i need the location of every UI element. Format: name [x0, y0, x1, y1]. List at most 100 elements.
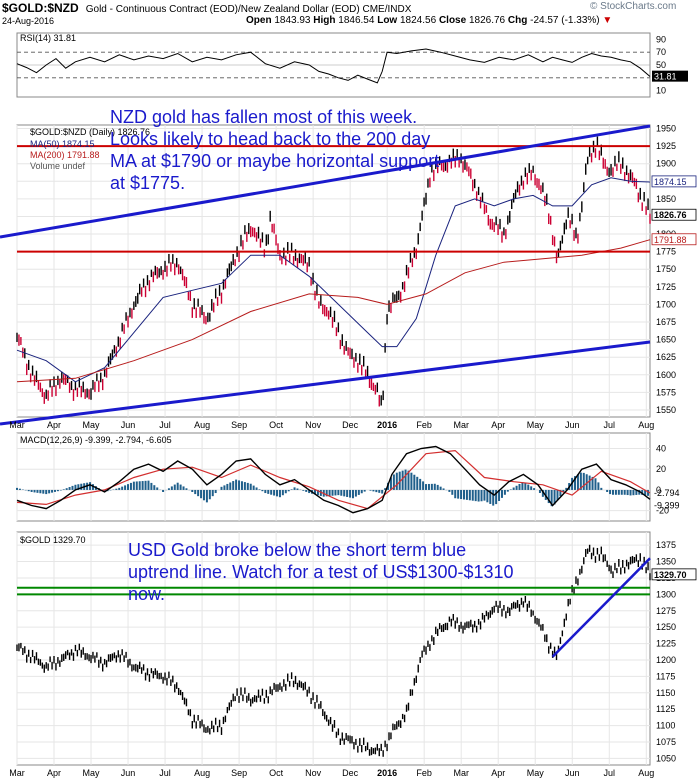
- rsi-tick-label: 10: [656, 86, 666, 96]
- x-axis-label: Jun: [121, 420, 136, 430]
- nzd-tick-label: 1675: [656, 317, 676, 327]
- usd-tick-label: 1075: [656, 737, 676, 747]
- ma50-legend: MA(50) 1874.15: [30, 139, 95, 149]
- nzd-tick-label: 1650: [656, 335, 676, 345]
- nzd-tick-label: 1700: [656, 299, 676, 309]
- x-axis-label: Aug: [194, 420, 210, 430]
- x-axis-label-bottom: Dec: [342, 768, 359, 778]
- nzd-panel-frame: [16, 124, 651, 418]
- nzd-annotation-line: MA at $1790 or maybe horizontal support: [110, 151, 439, 171]
- nzd-last-tag: [651, 233, 697, 246]
- nzd-legend-symbol: $GOLD:$NZD (Daily) 1826.76: [30, 127, 150, 137]
- nzd-last-label: 1874.15: [654, 177, 687, 187]
- rsi-last-tag: [652, 70, 688, 82]
- signal-last-label: -9.399: [654, 501, 680, 511]
- x-axis-label-bottom: Aug: [194, 768, 210, 778]
- usd-tick-label: 1300: [656, 589, 676, 599]
- macd-tick-label: 20: [656, 464, 666, 474]
- usd-tick-label: 1050: [656, 753, 676, 763]
- x-axis-label: Oct: [269, 420, 284, 430]
- nzd-tick-label: 1750: [656, 264, 676, 274]
- macd-signal-line: [16, 449, 651, 510]
- watermark: © StockCharts.com: [590, 1, 677, 12]
- upper-trend-line: [0, 124, 651, 239]
- volume-legend: Volume undef: [30, 161, 86, 171]
- x-axis-label: Dec: [342, 420, 359, 430]
- rsi-tick-label: 50: [656, 60, 666, 70]
- open-value: 1843.93: [274, 15, 311, 26]
- usd-tick-label: 1125: [656, 704, 675, 714]
- chg-label: Chg: [507, 15, 528, 26]
- chg-value: -24.57 (-1.33%): [530, 15, 600, 26]
- rsi-last-label: 31.81: [654, 72, 677, 82]
- usd-tick-label: 1250: [656, 622, 676, 632]
- macd-tick-label: 40: [656, 444, 666, 454]
- x-axis-label: Sep: [231, 420, 247, 430]
- ma200-legend: MA(200) 1791.88: [30, 150, 100, 160]
- date-label: 24-Aug-2016: [2, 16, 55, 26]
- x-axis-label-bottom: Sep: [231, 768, 247, 778]
- nzd-tick-label: 1900: [656, 159, 676, 169]
- usd-annotation-line: now.: [128, 584, 165, 604]
- x-axis-label: Feb: [416, 420, 432, 430]
- x-axis-label: Nov: [305, 420, 322, 430]
- low-value: 1824.56: [400, 15, 437, 26]
- macd-tick-label: 0: [656, 485, 661, 495]
- high-value: 1846.54: [338, 15, 375, 26]
- x-axis-label: Apr: [491, 420, 505, 430]
- macd-panel-frame: [16, 432, 651, 522]
- x-axis-label: Jun: [565, 420, 580, 430]
- x-axis-label: Mar: [9, 420, 25, 430]
- lower-trend-line: [0, 340, 651, 426]
- x-axis-label-bottom: May: [83, 768, 101, 778]
- nzd-annotation-line: Looks likely to head back to the 200 day: [110, 129, 430, 149]
- symbol-description: Gold - Continuous Contract (EOD)/New Zea…: [85, 4, 412, 15]
- down-arrow-icon: ▼: [602, 15, 613, 26]
- x-axis-label: May: [527, 420, 545, 430]
- usd-tick-label: 1350: [656, 557, 676, 567]
- nzd-tick-label: 1950: [656, 124, 676, 134]
- usd-uptrend-line: [551, 557, 651, 658]
- usd-tick-label: 1200: [656, 655, 676, 665]
- x-axis-label-bottom: Apr: [491, 768, 505, 778]
- x-axis-label: Apr: [47, 420, 61, 430]
- high-label: High: [313, 15, 336, 26]
- nzd-last-label: 1826.76: [654, 210, 687, 220]
- x-axis-label-bottom: 2016: [377, 768, 397, 778]
- nzd-annotation-line: at $1775.: [110, 173, 185, 193]
- x-axis-label-bottom: Apr: [47, 768, 61, 778]
- nzd-tick-label: 1550: [656, 405, 676, 415]
- usd-tick-label: 1100: [656, 721, 675, 731]
- x-axis-label-bottom: Oct: [269, 768, 284, 778]
- x-axis-label-bottom: May: [527, 768, 545, 778]
- macd-line: [16, 445, 651, 514]
- nzd-tick-label: 1600: [656, 370, 676, 380]
- usd-panel-frame: [16, 531, 651, 766]
- x-axis-label-bottom: Jun: [121, 768, 136, 778]
- x-axis-label-bottom: Jun: [565, 768, 580, 778]
- usd-annotation-line: USD Gold broke below the short term blue: [128, 540, 466, 560]
- x-axis-label-bottom: Feb: [416, 768, 432, 778]
- x-axis-label-bottom: Jul: [604, 768, 616, 778]
- macd-last-label: -2.794: [654, 488, 680, 498]
- nzd-tick-label: 1850: [656, 194, 676, 204]
- x-axis-label: Jul: [159, 420, 171, 430]
- nzd-tick-label: 1725: [656, 282, 676, 292]
- macd-legend: MACD(12,26,9) -9.399, -2.794, -6.605: [20, 435, 172, 445]
- usd-tick-label: 1225: [656, 639, 676, 649]
- nzd-tick-label: 1775: [656, 247, 676, 257]
- x-axis-label-bottom: Mar: [453, 768, 469, 778]
- nzd-tick-label: 1575: [656, 387, 676, 397]
- header-line: $GOLD:$NZD Gold - Continuous Contract (E…: [2, 1, 411, 15]
- usd-annotation-line: uptrend line. Watch for a test of US$130…: [128, 562, 514, 582]
- x-axis-label-bottom: Mar: [9, 768, 25, 778]
- usd-legend: $GOLD 1329.70: [20, 535, 86, 545]
- usd-tick-label: 1375: [656, 540, 676, 550]
- symbol-title: $GOLD:$NZD: [2, 1, 79, 15]
- open-label: Open: [246, 15, 272, 26]
- x-axis-label: Aug: [638, 420, 654, 430]
- ma200-line: [16, 239, 651, 383]
- rsi-line: [16, 48, 651, 84]
